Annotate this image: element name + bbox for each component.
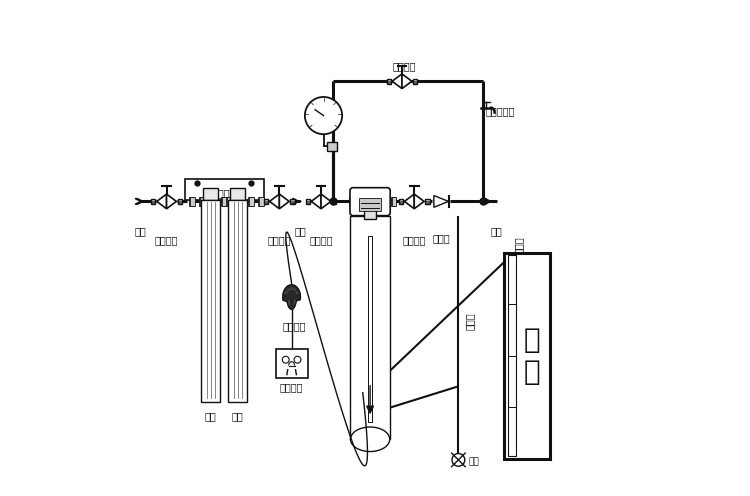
Bar bbox=[260, 196, 264, 206]
Circle shape bbox=[304, 97, 342, 134]
Text: 取样水龙头: 取样水龙头 bbox=[485, 106, 514, 116]
Bar bbox=[328, 141, 338, 151]
Bar bbox=[221, 196, 226, 206]
Bar bbox=[226, 196, 230, 206]
Bar bbox=[332, 199, 337, 204]
Bar bbox=[391, 196, 395, 206]
Text: 滤瓶: 滤瓶 bbox=[205, 411, 217, 421]
Text: 电源插座: 电源插座 bbox=[280, 382, 303, 392]
Polygon shape bbox=[404, 194, 414, 209]
Circle shape bbox=[294, 356, 301, 363]
Text: 控制阀门: 控制阀门 bbox=[309, 235, 333, 245]
Text: 电源插头: 电源插头 bbox=[282, 321, 306, 331]
Bar bbox=[230, 187, 245, 200]
Polygon shape bbox=[433, 195, 448, 207]
Bar bbox=[508, 255, 515, 456]
Circle shape bbox=[293, 288, 296, 291]
Text: 出水: 出水 bbox=[295, 226, 306, 236]
Bar bbox=[189, 196, 194, 206]
Text: 旁通阀门: 旁通阀门 bbox=[393, 62, 416, 71]
Bar bbox=[368, 236, 372, 422]
Polygon shape bbox=[269, 194, 279, 209]
Circle shape bbox=[287, 288, 290, 291]
Text: 出水: 出水 bbox=[490, 226, 502, 236]
Text: 排污管: 排污管 bbox=[464, 312, 474, 330]
FancyBboxPatch shape bbox=[350, 187, 390, 216]
Text: 止回阀: 止回阀 bbox=[433, 233, 450, 243]
Bar bbox=[227, 196, 232, 206]
Circle shape bbox=[452, 453, 465, 466]
Bar bbox=[228, 200, 247, 402]
Polygon shape bbox=[311, 194, 321, 209]
Bar bbox=[248, 196, 253, 206]
Bar bbox=[392, 196, 396, 206]
Bar bbox=[200, 196, 204, 206]
Polygon shape bbox=[283, 285, 301, 310]
Text: 双联支架: 双联支架 bbox=[212, 188, 236, 198]
Polygon shape bbox=[392, 74, 402, 89]
Circle shape bbox=[285, 291, 287, 294]
Bar bbox=[202, 200, 220, 402]
Bar bbox=[190, 196, 194, 206]
Bar bbox=[178, 199, 182, 204]
Text: 控制阀门: 控制阀门 bbox=[154, 235, 178, 245]
Bar bbox=[264, 199, 268, 204]
Polygon shape bbox=[414, 194, 424, 209]
Circle shape bbox=[290, 287, 293, 290]
Bar bbox=[276, 349, 308, 378]
Bar bbox=[199, 196, 203, 206]
Bar bbox=[258, 196, 262, 206]
Bar bbox=[250, 196, 254, 206]
Circle shape bbox=[282, 356, 290, 363]
Polygon shape bbox=[321, 194, 331, 209]
Bar bbox=[290, 199, 295, 204]
Bar bbox=[152, 199, 155, 204]
Bar bbox=[349, 196, 353, 206]
Text: 地漏: 地漏 bbox=[468, 457, 479, 466]
Circle shape bbox=[296, 291, 298, 294]
Bar bbox=[504, 253, 550, 459]
Bar bbox=[350, 216, 390, 439]
Bar bbox=[413, 78, 417, 84]
Polygon shape bbox=[157, 194, 166, 209]
Text: 进水: 进水 bbox=[134, 226, 146, 236]
Bar bbox=[184, 180, 264, 200]
Polygon shape bbox=[279, 194, 290, 209]
Bar bbox=[359, 198, 381, 211]
Text: 控制阀门: 控制阀门 bbox=[403, 235, 426, 245]
Bar bbox=[364, 206, 376, 219]
Bar bbox=[425, 199, 430, 204]
Text: 滤瓶: 滤瓶 bbox=[232, 411, 244, 421]
Polygon shape bbox=[402, 74, 412, 89]
Ellipse shape bbox=[350, 427, 390, 451]
Bar bbox=[386, 78, 391, 84]
Text: 盐
桶: 盐 桶 bbox=[524, 326, 540, 386]
Bar bbox=[399, 199, 404, 204]
Bar bbox=[203, 187, 218, 200]
Polygon shape bbox=[166, 194, 176, 209]
Bar bbox=[306, 199, 310, 204]
Bar bbox=[222, 196, 226, 206]
Bar bbox=[350, 196, 354, 206]
Text: 控制阀门: 控制阀门 bbox=[268, 235, 291, 245]
Text: 吸盐管: 吸盐管 bbox=[513, 237, 523, 254]
